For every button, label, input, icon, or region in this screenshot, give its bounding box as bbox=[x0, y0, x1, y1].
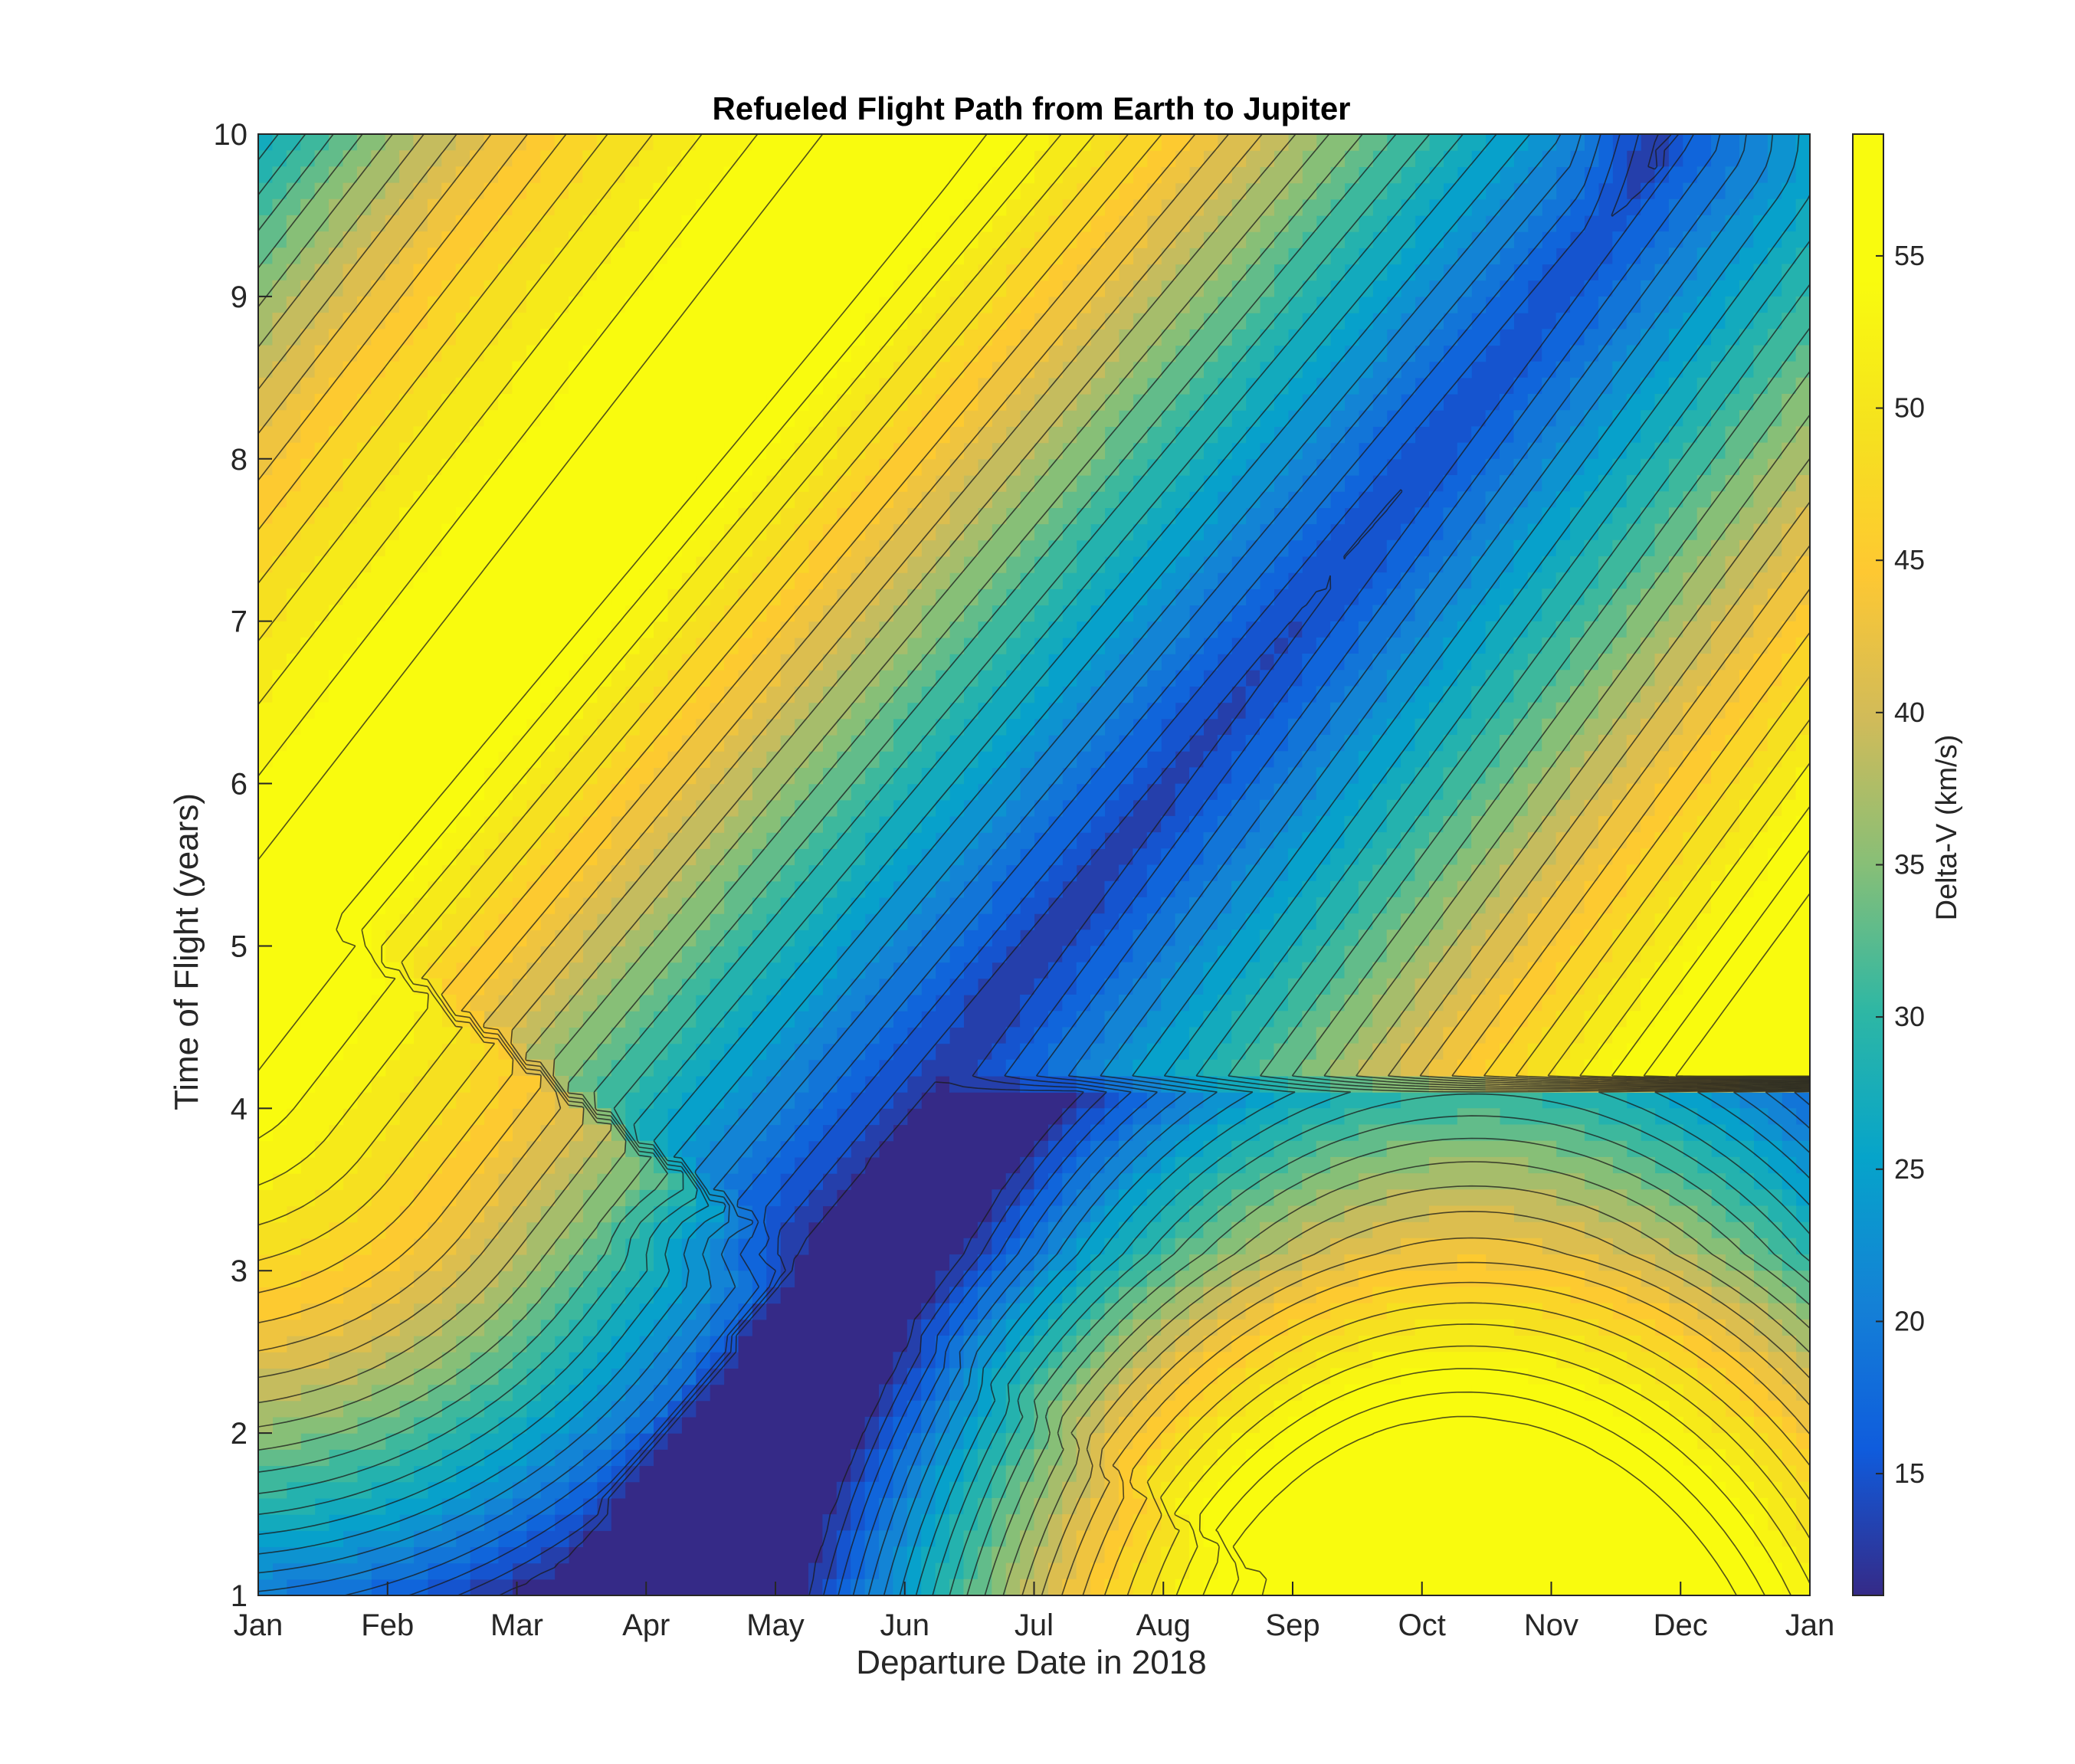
contour-lines bbox=[258, 134, 1810, 1595]
y-tick-label: 4 bbox=[231, 1092, 247, 1126]
x-tick-label: May bbox=[746, 1608, 805, 1642]
y-tick-label: 3 bbox=[231, 1254, 247, 1288]
contour-line bbox=[1232, 893, 1810, 1595]
y-axis: 1 2 3 4 5 6 7 8 9 10 bbox=[214, 118, 272, 1613]
colorbar-tick-label: 15 bbox=[1894, 1457, 1925, 1489]
plot-area bbox=[258, 134, 1810, 1595]
contour-line bbox=[258, 134, 1810, 1595]
contour-line bbox=[258, 134, 1810, 1595]
x-tick-label: Apr bbox=[622, 1608, 670, 1642]
colorbar-tick-label: 50 bbox=[1894, 392, 1925, 424]
x-axis: Jan Feb Mar Apr May Jun Jul Aug Sep Oct Nov Dec Jan bbox=[234, 1582, 1835, 1642]
contour-line bbox=[258, 134, 1810, 1595]
y-tick-label: 7 bbox=[231, 605, 247, 639]
contour-line bbox=[258, 134, 1810, 1595]
contour-line bbox=[499, 134, 1672, 1595]
colorbar-tick-label: 35 bbox=[1894, 849, 1925, 880]
x-tick-label: Jul bbox=[1015, 1608, 1054, 1642]
contour-band bbox=[1245, 897, 1810, 1595]
colorbar-label: Delta-V (km/s) bbox=[1931, 735, 1963, 921]
contour-line bbox=[258, 134, 1810, 1595]
x-tick-label: Jun bbox=[880, 1608, 930, 1642]
contour-band bbox=[258, 134, 1810, 1595]
x-tick-label: Dec bbox=[1654, 1608, 1708, 1642]
contour-band bbox=[258, 134, 1810, 1595]
contour-line bbox=[258, 134, 1810, 1595]
contour-line bbox=[258, 134, 1810, 1595]
contour-band bbox=[258, 134, 1810, 1595]
contour-line bbox=[258, 134, 1810, 1595]
chart-title: Refueled Flight Path from Earth to Jupit… bbox=[712, 90, 1350, 126]
x-tick-label: Aug bbox=[1136, 1608, 1191, 1642]
colorbar-ticks: 15 20 25 30 35 40 45 50 55 bbox=[1876, 240, 1925, 1489]
contour-line bbox=[258, 134, 1810, 1595]
y-tick-label: 6 bbox=[231, 768, 247, 802]
contour-line bbox=[258, 134, 1810, 1595]
x-tick-label: Nov bbox=[1524, 1608, 1578, 1642]
y-tick-label: 10 bbox=[214, 118, 248, 152]
contour-line bbox=[258, 134, 1810, 1595]
y-tick-label: 1 bbox=[231, 1579, 247, 1613]
contour-band bbox=[258, 134, 1810, 1595]
x-tick-label: Jan bbox=[1785, 1608, 1835, 1642]
colorbar-tick-label: 25 bbox=[1894, 1153, 1925, 1185]
y-axis-label: Time of Flight (years) bbox=[168, 793, 205, 1110]
x-axis-label: Departure Date in 2018 bbox=[856, 1644, 1206, 1681]
contour-line bbox=[344, 134, 1810, 1595]
contour-line bbox=[258, 134, 1810, 1595]
contour-line bbox=[258, 134, 1810, 1595]
x-tick-label: Sep bbox=[1265, 1608, 1319, 1642]
contour-line bbox=[258, 134, 1810, 1595]
contour-line bbox=[258, 134, 1810, 1595]
y-tick-label: 9 bbox=[231, 280, 247, 314]
x-tick-label: Jan bbox=[234, 1608, 284, 1642]
contour-line bbox=[457, 134, 1680, 1595]
x-tick-label: Mar bbox=[490, 1608, 543, 1642]
colorbar-tick-label: 55 bbox=[1894, 240, 1925, 271]
contour-band bbox=[258, 134, 1810, 1595]
colorbar-tick-label: 20 bbox=[1894, 1305, 1925, 1336]
contour-line bbox=[258, 134, 1810, 1595]
y-tick-label: 8 bbox=[231, 443, 247, 477]
colorbar-tick-label: 30 bbox=[1894, 1001, 1925, 1032]
contour-band bbox=[258, 134, 1810, 1595]
x-tick-label: Oct bbox=[1398, 1608, 1446, 1642]
x-tick-label: Feb bbox=[361, 1608, 414, 1642]
colorbar-tick-label: 40 bbox=[1894, 697, 1925, 728]
contour-band bbox=[371, 134, 1712, 1595]
y-tick-label: 5 bbox=[231, 930, 247, 963]
colorbar-tick-label: 45 bbox=[1894, 544, 1925, 575]
colorbar: 15 20 25 30 35 40 45 50 55 Delta-V (km/s) bbox=[1852, 133, 1963, 1596]
y-tick-label: 2 bbox=[231, 1417, 247, 1451]
